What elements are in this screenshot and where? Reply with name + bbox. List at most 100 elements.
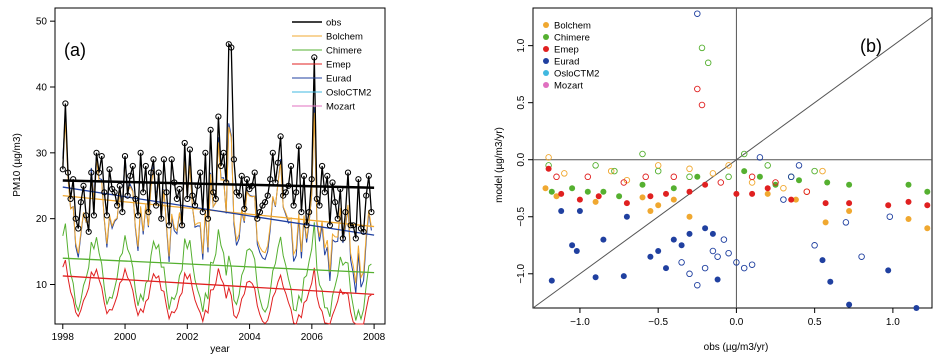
panel-a-ytick-label: 20 [36,214,48,225]
point-eurad-hollow [714,253,721,260]
point-eurad-hollow [858,253,865,260]
point-emep-filled [623,200,630,207]
panel-a-xtick-label: 2002 [176,332,199,343]
obs-point [62,100,69,107]
point-eurad-filled [592,274,599,281]
point-eurad-hollow [720,236,728,243]
obs-point [197,169,204,176]
point-chimere-hollow [764,162,771,169]
point-eurad-filled [558,208,565,214]
obs-point [254,215,261,222]
obs-point [150,156,157,163]
obs-point [269,149,276,156]
legend-label-chimere: Chimere [326,46,362,57]
obs-point [230,156,237,163]
panel-b-xtick-label: −0.5 [648,317,668,328]
point-bolchem-filled [542,185,549,192]
point-chimere-hollow [654,167,662,175]
panel-b-xtick-label: 0.5 [808,317,822,328]
point-bolchem-filled [647,208,654,214]
obs-point [277,133,284,140]
obs-point [101,189,108,196]
point-bolchem-hollow [561,170,568,177]
obs-point [70,176,77,183]
panel-b-xtick-label: 0.0 [729,317,743,328]
obs-point [85,228,92,235]
obs-point [207,126,214,133]
point-eurad-hollow [725,249,732,257]
obs-point [134,212,142,219]
obs-point [337,185,344,193]
obs-point [285,182,292,189]
obs-point [352,235,359,242]
obs-point [262,199,269,206]
point-chimere-filled [905,181,912,188]
obs-point [342,209,349,216]
point-emep-filled [595,193,602,200]
legend-label-mozart: Mozart [554,81,583,92]
point-bolchem-hollow [654,162,662,169]
obs-point [72,215,79,222]
obs-point [249,182,256,189]
obs-point [64,169,72,176]
point-eurad-hollow [701,264,709,272]
point-chimere-hollow [740,150,748,158]
legend-label-eurad: Eurad [326,74,351,85]
point-eurad-hollow [795,162,803,169]
point-emep-filled [924,202,931,209]
panel-a-xlabel: year [210,344,230,355]
obs-point [194,182,201,189]
point-emep-filled [885,202,892,209]
obs-point [184,195,191,202]
panel-b-ylabel: model (µg/m3/yr) [494,127,505,203]
obs-point [132,195,139,202]
point-eurad-filled [569,242,576,249]
obs-point [186,146,193,153]
point-eurad-hollow [678,259,685,266]
obs-point [251,169,258,176]
point-eurad-filled [846,301,853,308]
obs-point [290,202,297,209]
obs-point [334,215,341,222]
obs-point [274,159,282,166]
point-eurad-filled [647,253,654,260]
point-eurad-filled [548,277,555,284]
point-bolchem-filled [822,219,829,226]
panel-b-xtick-label: 1.0 [886,317,900,328]
legend-swatch-chimere [543,34,549,40]
legend-swatch-eurad [543,58,549,64]
point-eurad-filled [663,265,669,272]
point-eurad-hollow [733,259,740,266]
obs-point [355,176,362,183]
obs-point [295,143,302,150]
point-bolchem-hollow [780,184,787,192]
one-to-one-line [532,16,933,309]
point-chimere-filled [846,181,853,188]
point-bolchem-filled [655,202,662,209]
panel-a-ytick-label: 40 [36,83,48,94]
legend-label-bolchem: Bolchem [554,21,591,32]
point-bolchem-hollow [607,167,615,175]
obs-point [264,192,271,199]
point-emep-hollow [748,173,756,181]
panel-b-ytick-label: −1.0 [516,263,527,283]
obs-point [173,195,180,202]
obs-point [215,113,222,120]
obs-point [308,176,315,183]
obs-point [300,172,308,179]
obs-point [111,189,118,196]
obs-point [90,212,98,219]
point-bolchem-hollow [819,167,826,175]
point-bolchem-filled [670,196,677,203]
panel-a-ytick-label: 10 [36,280,48,291]
obs-point [311,54,318,61]
trend-line-eurad [62,186,375,236]
obs-point [116,182,123,189]
obs-point [332,199,339,206]
panel-a: (a) year PM10 (µg/m3) 1998 2000 2002 2004 20… [12,7,386,355]
legend-label-bolchem: Bolchem [326,32,363,43]
point-bolchem-hollow [545,154,552,161]
point-eurad-hollow [709,247,717,255]
